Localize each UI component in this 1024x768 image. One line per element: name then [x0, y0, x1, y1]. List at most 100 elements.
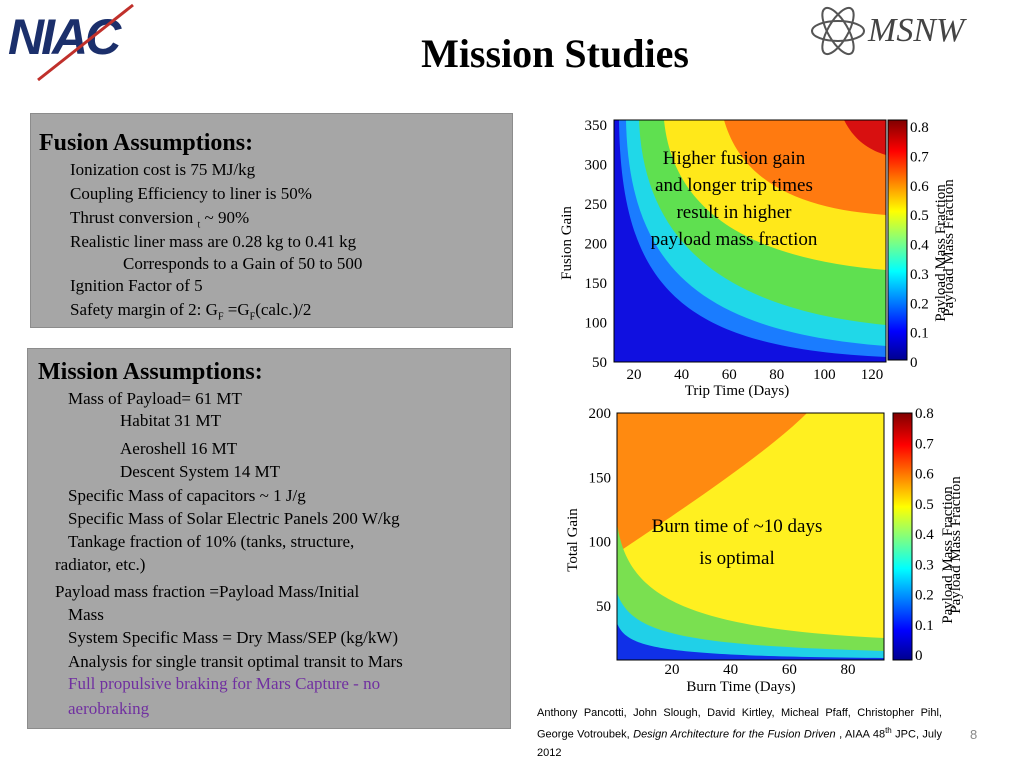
text-line: Coupling Efficiency to liner is 50%	[70, 184, 312, 204]
text-line: Specific Mass of capacitors ~ 1 J/g	[68, 486, 306, 505]
cbar-tick-label: 0.1	[910, 326, 929, 342]
page-number: 8	[970, 727, 978, 742]
cbar-tick-label: 0.2	[910, 296, 929, 312]
x-tick-label: 40	[723, 662, 738, 678]
cbar-tick-label: 0.1	[915, 618, 934, 634]
text-run: F	[217, 311, 224, 323]
x-tick-label: 80	[769, 367, 784, 383]
y-tick-label: 200	[589, 406, 612, 422]
text-line: Safety margin of 2: GF =GF(calc.)/2	[70, 300, 311, 322]
cbar-tick-label: 0.3	[910, 267, 929, 283]
cbar-tick-label: 0	[915, 648, 923, 664]
x-tick-label: 60	[722, 367, 737, 383]
cbar-tick-label: 0.5	[915, 497, 934, 513]
cbar-tick-label: 0.8	[910, 120, 929, 136]
text-line: Habitat 31 MT	[120, 411, 222, 430]
heading: Fusion Assumptions:	[39, 130, 254, 156]
citation: Anthony Pancotti, John Slough, David Kir…	[537, 704, 942, 762]
text-run: Ionization cost is 75 MJ/kg	[70, 160, 256, 179]
y-axis-label: Fusion Gain	[559, 206, 575, 280]
cbar-tick-label: 0.3	[915, 557, 934, 573]
y-tick-label: 200	[585, 237, 608, 253]
y-tick-label: 350	[585, 118, 608, 134]
text-line: radiator, etc.)	[55, 555, 146, 574]
text-line: Mass of Payload= 61 MT	[68, 389, 242, 408]
text-line: Mass	[68, 605, 104, 624]
text-run: Safety margin of 2: G	[70, 300, 218, 319]
annotation: and longer trip times	[655, 175, 813, 196]
y-tick-label: 50	[596, 599, 611, 615]
text-run: Realistic liner mass are 0.28 kg to 0.41…	[70, 232, 357, 251]
cbar-tick-label: 0.6	[910, 179, 929, 195]
text-run: Design Architecture for the Fusion Drive…	[633, 728, 836, 741]
x-axis-label: Trip Time (Days)	[685, 383, 789, 399]
y-tick-label: 250	[585, 197, 608, 213]
x-tick-label: 120	[861, 367, 884, 383]
annotation: Higher fusion gain	[663, 148, 806, 169]
text-line: Thrust conversion t ~ 90%	[70, 208, 249, 230]
text-run: Thrust conversion	[70, 208, 198, 227]
text-run: (calc.)/2	[255, 300, 312, 319]
text-run: JPC, July 2012	[537, 728, 942, 759]
niac-swoosh	[37, 3, 134, 82]
cbar-label: Payload Mass Fraction	[941, 179, 957, 317]
contour-1	[614, 120, 886, 362]
cbar-tick-label: 0.7	[910, 149, 929, 165]
text-line: Aeroshell 16 MT	[120, 439, 238, 458]
text-line: Tankage fraction of 10% (tanks, structur…	[68, 532, 355, 551]
text-run: F	[249, 311, 256, 323]
cbar-label: Payload Mass Fraction	[940, 486, 956, 624]
text-run: ~ 90%	[200, 208, 250, 227]
cbar-tick-label: 0.5	[910, 208, 929, 224]
x-tick-label: 40	[674, 367, 689, 383]
cbar-tick-label: 0.6	[915, 467, 934, 483]
x-tick-label: 80	[841, 662, 856, 678]
y-tick-label: 150	[585, 276, 608, 292]
y-tick-label: 300	[585, 158, 608, 174]
text-run: =G	[223, 300, 250, 319]
annotation: payload mass fraction	[651, 229, 818, 250]
cbar-tick-label: 0	[910, 355, 918, 371]
x-tick-label: 20	[627, 367, 642, 383]
text-line: Specific Mass of Solar Electric Panels 2…	[68, 509, 400, 528]
slide-title: Mission Studies	[421, 31, 689, 76]
y-tick-label: 50	[592, 355, 607, 371]
annotation: Burn time of ~10 days	[652, 516, 823, 537]
text-line: aerobraking	[68, 699, 150, 718]
contour-2	[617, 413, 884, 660]
cbar-tick-label: 0.4	[915, 527, 934, 543]
x-tick-label: 60	[782, 662, 797, 678]
y-axis-label: Total Gain	[565, 508, 581, 572]
text-run: th	[885, 726, 892, 735]
cbar-label: Payload Mass Fraction	[948, 476, 964, 614]
text-line: Ignition Factor of 5	[70, 276, 203, 296]
y-tick-label: 150	[589, 470, 612, 486]
x-axis-label: Burn Time (Days)	[686, 679, 795, 695]
text-run: Coupling Efficiency to liner is 50%	[70, 184, 312, 203]
text-line: Descent System 14 MT	[120, 462, 281, 481]
text-run: Anthony Pancotti, John Slough, David Kir…	[537, 707, 942, 741]
y-tick-label: 100	[589, 535, 612, 551]
text-line: Analysis for single transit optimal tran…	[68, 652, 403, 671]
text-line: Ionization cost is 75 MJ/kg	[70, 160, 255, 180]
text-line: System Specific Mass = Dry Mass/SEP (kg/…	[68, 628, 399, 647]
annotation: is optimal	[699, 548, 774, 569]
text-run: , AIAA 48	[835, 728, 886, 741]
cbar-tick-label: 0.4	[910, 238, 929, 254]
text-line: Corresponds to a Gain of 50 to 500	[123, 254, 362, 274]
x-tick-label: 20	[665, 662, 680, 678]
cbar-tick-label: 0.2	[915, 588, 934, 604]
annotation: result in higher	[676, 202, 792, 223]
x-tick-label: 100	[813, 367, 836, 383]
msnw-atom	[811, 6, 865, 56]
text-run: Corresponds to a Gain of 50 to 500	[123, 254, 363, 273]
text-line: Full propulsive braking for Mars Capture…	[68, 674, 381, 693]
cbar-label: Payload Mass Fraction	[933, 184, 949, 322]
cbar-tick-label: 0.8	[915, 406, 934, 422]
mission-box: Mission Assumptions: Mass of Payload= 61…	[27, 348, 511, 729]
y-tick-label: 100	[585, 316, 608, 332]
fusion-box: Fusion Assumptions: Ionization cost is 7…	[30, 113, 513, 328]
text-line: Realistic liner mass are 0.28 kg to 0.41…	[70, 232, 356, 252]
